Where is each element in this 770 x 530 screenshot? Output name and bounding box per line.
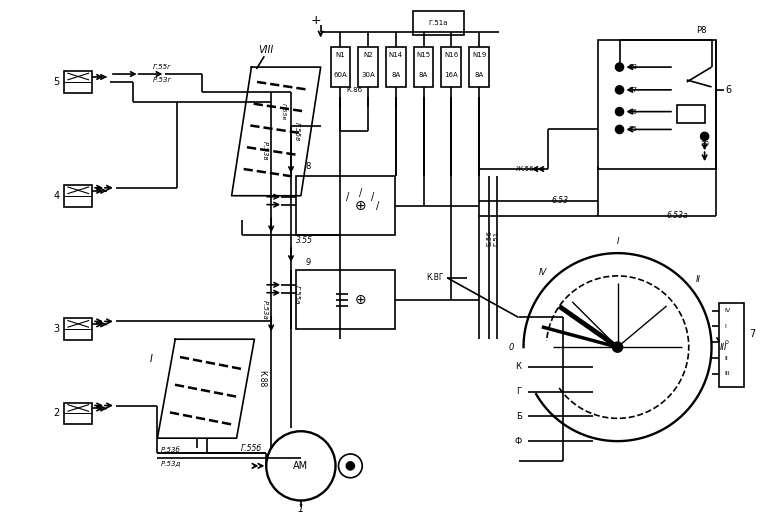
Bar: [65, 319, 92, 340]
Circle shape: [615, 108, 624, 116]
Circle shape: [339, 454, 362, 478]
Text: К.88: К.88: [257, 370, 266, 387]
Text: 1: 1: [298, 505, 304, 515]
Text: III: III: [725, 372, 730, 376]
Bar: [65, 403, 92, 425]
Text: 86: 86: [629, 109, 638, 114]
Text: /: /: [371, 192, 374, 202]
Text: N16: N16: [444, 52, 458, 58]
Text: 8: 8: [306, 162, 311, 171]
Circle shape: [266, 431, 336, 500]
Text: Б.56: Б.56: [486, 231, 492, 246]
Bar: [598, 40, 717, 169]
Bar: [65, 71, 92, 93]
Text: Р.53в: Р.53в: [263, 142, 268, 161]
Text: 2: 2: [53, 409, 59, 418]
Text: II: II: [696, 275, 701, 284]
Text: ⊕: ⊕: [354, 199, 366, 213]
Text: /: /: [359, 188, 362, 198]
Text: 8A: 8A: [419, 72, 428, 78]
Text: P8: P8: [696, 26, 707, 35]
Text: 3.55: 3.55: [296, 236, 313, 245]
Text: Г.55в: Г.55в: [294, 122, 300, 141]
Text: I: I: [149, 354, 152, 364]
Text: Б: Б: [516, 412, 521, 421]
Text: I: I: [725, 324, 726, 329]
Text: Р.53а: Р.53а: [263, 299, 268, 320]
Bar: [413, 47, 434, 87]
Text: /: /: [377, 201, 380, 210]
Text: 0: 0: [509, 342, 514, 351]
Text: I: I: [616, 237, 619, 246]
Bar: [296, 270, 395, 329]
Text: Г.55г: Г.55г: [153, 64, 172, 70]
Circle shape: [346, 462, 354, 470]
Text: Р.53б: Р.53б: [160, 447, 180, 453]
Text: 6.53а: 6.53а: [666, 211, 688, 220]
Text: 30A: 30A: [361, 72, 375, 78]
Bar: [469, 47, 489, 87]
Text: Г.55а: Г.55а: [294, 285, 300, 304]
Text: К: К: [516, 363, 521, 372]
Text: IV: IV: [538, 268, 547, 277]
Text: N1: N1: [336, 52, 346, 58]
Circle shape: [615, 126, 624, 134]
Text: N15: N15: [417, 52, 430, 58]
Bar: [330, 47, 350, 87]
Text: 9: 9: [306, 258, 311, 267]
Text: АМ: АМ: [293, 461, 309, 471]
Text: Г.55в: Г.55в: [280, 103, 286, 120]
Text: 6.53: 6.53: [551, 196, 568, 205]
Text: N14: N14: [389, 52, 403, 58]
Text: 16A: 16A: [444, 72, 458, 78]
Text: 3: 3: [53, 324, 59, 334]
Text: /: /: [346, 192, 350, 202]
Bar: [296, 176, 395, 235]
Text: +: +: [310, 14, 321, 27]
Text: Ф: Ф: [515, 437, 522, 446]
Bar: [358, 47, 378, 87]
Text: 8A: 8A: [474, 72, 484, 78]
Text: 87: 87: [629, 87, 638, 93]
Bar: [413, 11, 464, 36]
Text: 8A: 8A: [391, 72, 400, 78]
Circle shape: [613, 342, 622, 352]
Text: Г.51: Г.51: [494, 231, 500, 246]
Text: Р.53д: Р.53д: [160, 460, 181, 466]
Circle shape: [701, 132, 708, 140]
Text: 5: 5: [53, 77, 59, 87]
Circle shape: [615, 86, 624, 94]
Text: 7: 7: [749, 329, 755, 339]
Bar: [677, 105, 705, 122]
Text: 85: 85: [629, 127, 638, 132]
Circle shape: [615, 63, 624, 71]
Text: N2: N2: [363, 52, 373, 58]
Text: N19: N19: [472, 52, 486, 58]
Text: Г.55б: Г.55б: [241, 444, 262, 453]
Text: 6: 6: [725, 85, 731, 95]
Text: Г: Г: [516, 387, 521, 396]
Text: III: III: [720, 342, 727, 351]
Bar: [441, 47, 461, 87]
Bar: [386, 47, 406, 87]
Text: IV: IV: [725, 308, 731, 313]
Text: Р.53г: Р.53г: [152, 77, 172, 83]
Bar: [65, 185, 92, 207]
Text: 60A: 60A: [333, 72, 347, 78]
Text: К.ВГ: К.ВГ: [426, 273, 444, 282]
Bar: [719, 303, 744, 387]
Text: 4: 4: [53, 191, 59, 201]
Text: II: II: [725, 356, 728, 360]
Text: ⊕: ⊕: [354, 293, 366, 307]
Text: Ж.56а: Ж.56а: [515, 166, 538, 172]
Text: 0: 0: [725, 340, 728, 344]
Text: 30: 30: [700, 142, 709, 147]
Text: К.86: К.86: [346, 87, 363, 93]
Text: 88: 88: [629, 64, 638, 70]
Text: VIII: VIII: [259, 45, 274, 55]
Text: Г.51а: Г.51а: [429, 20, 448, 25]
